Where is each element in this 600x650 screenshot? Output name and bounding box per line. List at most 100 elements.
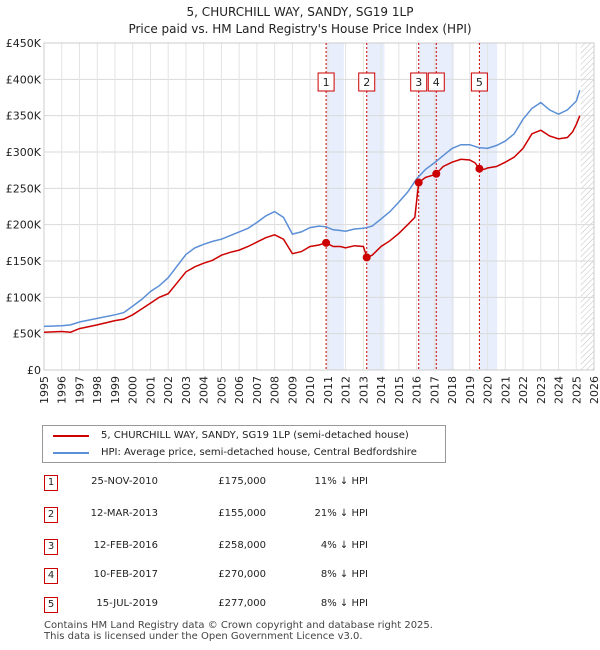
- transaction-marker: 1: [44, 475, 58, 491]
- x-tick-label: 2019: [464, 376, 477, 404]
- plot-area: [44, 43, 594, 370]
- transaction-price: £175,000: [218, 476, 266, 487]
- y-tick-label: £400K: [6, 73, 42, 86]
- chart-title: 5, CHURCHILL WAY, SANDY, SG19 1LP: [187, 5, 414, 19]
- transaction-hpi-diff: 8% ↓ HPI: [320, 569, 368, 580]
- plot-frame: [43, 42, 595, 371]
- x-tick-label: 2013: [357, 376, 370, 404]
- y-tick-label: £100K: [6, 291, 42, 304]
- transaction-hpi-diff: 21% ↓ HPI: [314, 508, 368, 519]
- sale-marker-box-5: [470, 72, 488, 92]
- x-tick-label: 2020: [482, 376, 495, 404]
- transaction-price: £155,000: [218, 508, 266, 519]
- transaction-marker: 5: [44, 597, 58, 613]
- x-tick-label: 2017: [428, 376, 441, 404]
- transaction-date: 12-FEB-2016: [93, 540, 158, 551]
- legend-label-hpi: HPI: Average price, semi-detached house,…: [101, 447, 417, 458]
- x-tick-label: 2023: [535, 376, 548, 404]
- transaction-price: £270,000: [218, 569, 266, 580]
- transaction-price: £277,000: [218, 598, 266, 609]
- future-region: [580, 43, 594, 370]
- sale-point-2: [362, 253, 371, 262]
- table-row: 1 25-NOV-2010 £175,000 11% ↓ HPI: [0, 475, 600, 493]
- x-tick-label: 2015: [393, 376, 406, 404]
- transaction-date: 10-FEB-2017: [93, 569, 158, 580]
- x-tick-label: 2011: [322, 376, 335, 404]
- x-tick-label: 2009: [286, 376, 299, 404]
- sale-marker-box-3: [410, 72, 428, 92]
- transaction-marker: 2: [44, 507, 58, 523]
- sale-marker-box-4: [427, 72, 445, 92]
- x-tick-label: 2014: [375, 376, 388, 404]
- x-tick-label: 1996: [56, 376, 69, 404]
- x-tick-label: 2004: [198, 376, 211, 404]
- transaction-price: £258,000: [218, 540, 266, 551]
- x-tick-label: 2025: [570, 376, 583, 404]
- y-tick-label: £250K: [6, 182, 42, 195]
- sale-point-3: [414, 178, 423, 187]
- legend-swatch-property: [53, 435, 89, 437]
- sale-band-5: [479, 43, 498, 370]
- y-tick-label: £0: [27, 364, 41, 377]
- x-tick-label: 2010: [304, 376, 317, 404]
- table-row: 3 12-FEB-2016 £258,000 4% ↓ HPI: [0, 539, 600, 557]
- sale-band-1: [326, 43, 344, 370]
- x-tick-label: 2012: [340, 376, 353, 404]
- x-tick-label: 2008: [269, 376, 282, 404]
- x-tick-label: 2021: [499, 376, 512, 404]
- series-line-property: [43, 115, 581, 333]
- transaction-date: 25-NOV-2010: [91, 476, 158, 487]
- sale-marker-box-2: [358, 72, 376, 92]
- x-tick-label: 2005: [215, 376, 228, 404]
- transaction-marker: 4: [44, 568, 58, 584]
- y-tick-label: £450K: [6, 37, 42, 50]
- y-tick-label: £150K: [6, 255, 42, 268]
- sale-marker-label-3: 3: [415, 76, 422, 89]
- chart-subtitle: Price paid vs. HM Land Registry's House …: [128, 22, 471, 36]
- x-tick-label: 2022: [517, 376, 530, 404]
- x-tick-label: 2000: [127, 376, 140, 404]
- x-tick-label: 2018: [446, 376, 459, 404]
- table-row: 4 10-FEB-2017 £270,000 8% ↓ HPI: [0, 568, 600, 586]
- y-tick-label: £200K: [6, 219, 42, 232]
- x-tick-label: 2001: [144, 376, 157, 404]
- sale-marker-box-1: [317, 72, 335, 92]
- sale-point-5: [475, 164, 484, 173]
- x-tick-label: 2026: [588, 376, 600, 404]
- y-tick-label: £350K: [6, 110, 42, 123]
- table-row: 2 12-MAR-2013 £155,000 21% ↓ HPI: [0, 507, 600, 525]
- x-tick-label: 2002: [162, 376, 175, 404]
- x-tick-label: 1997: [73, 376, 86, 404]
- transaction-hpi-diff: 8% ↓ HPI: [320, 598, 368, 609]
- sale-marker-label-2: 2: [363, 76, 370, 89]
- footer-copyright: Contains HM Land Registry data © Crown c…: [44, 620, 433, 631]
- x-tick-label: 1995: [38, 376, 51, 404]
- sale-marker-label-1: 1: [323, 76, 330, 89]
- sale-band-2: [366, 43, 385, 370]
- x-tick-label: 1998: [91, 376, 104, 404]
- legend-label-property: 5, CHURCHILL WAY, SANDY, SG19 1LP (semi-…: [101, 430, 409, 441]
- legend-swatch-hpi: [53, 452, 89, 454]
- sale-point-4: [432, 169, 441, 178]
- transaction-marker: 3: [44, 539, 58, 555]
- x-tick-label: 2003: [180, 376, 193, 404]
- transaction-date: 15-JUL-2019: [96, 598, 158, 609]
- legend: 5, CHURCHILL WAY, SANDY, SG19 1LP (semi-…: [42, 425, 446, 463]
- sale-marker-label-5: 5: [476, 76, 483, 89]
- footer-licence: This data is licensed under the Open Gov…: [44, 631, 363, 642]
- y-tick-label: £300K: [6, 146, 42, 159]
- sale-band-4: [436, 43, 455, 370]
- sale-point-1: [322, 238, 331, 247]
- transaction-date: 12-MAR-2013: [90, 508, 158, 519]
- y-tick-label: £50K: [13, 328, 42, 341]
- transaction-hpi-diff: 4% ↓ HPI: [320, 540, 368, 551]
- sale-band-3: [418, 43, 437, 370]
- footer: Contains HM Land Registry data © Crown c…: [44, 620, 433, 642]
- x-tick-label: 1999: [109, 376, 122, 404]
- x-tick-label: 2007: [251, 376, 264, 404]
- sale-marker-label-4: 4: [433, 76, 440, 89]
- x-tick-label: 2006: [233, 376, 246, 404]
- x-tick-label: 2024: [553, 376, 566, 404]
- x-tick-label: 2016: [411, 376, 424, 404]
- series-line-hpi: [43, 89, 581, 328]
